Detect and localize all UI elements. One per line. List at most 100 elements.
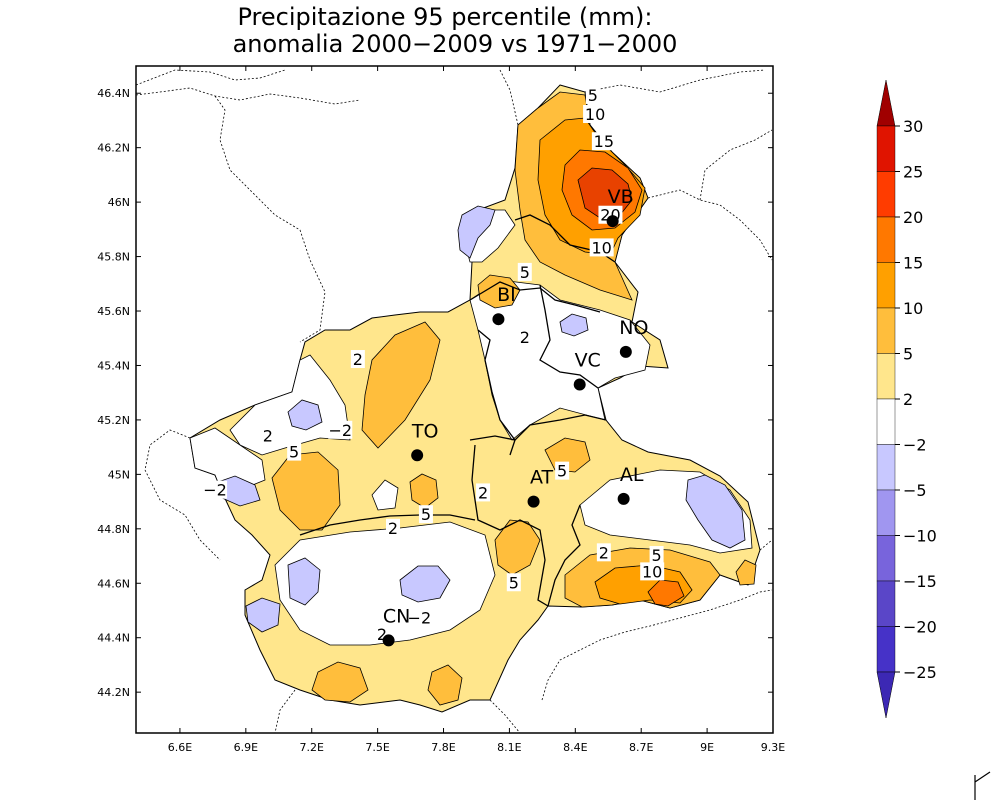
colorbar-bin bbox=[876, 626, 896, 673]
colorbar-label: 5 bbox=[903, 345, 913, 364]
colorbar-bin bbox=[876, 307, 896, 354]
x-tick-label: 7.8E bbox=[431, 741, 455, 754]
contour-label-bg bbox=[203, 480, 228, 499]
contour-label: −2 bbox=[328, 421, 352, 440]
contour-label: 2 bbox=[377, 625, 387, 644]
contour-label: −2 bbox=[408, 609, 432, 628]
colorbar-bin bbox=[876, 216, 896, 263]
y-axis: 46.4N 46.2N 46N 45.8N 45.6N 45.4N 45.2N 45N 44.8… bbox=[97, 87, 773, 699]
neg-patch-west-2 bbox=[287, 557, 321, 606]
colorbar-bin bbox=[876, 535, 896, 582]
contour-label: 2 bbox=[388, 519, 398, 538]
colorbar-label: −20 bbox=[903, 618, 937, 637]
contour-label: 2 bbox=[353, 350, 363, 369]
y-tick-label: 44.6N bbox=[97, 577, 130, 590]
map-area bbox=[136, 66, 773, 733]
neg-patch-nw bbox=[457, 205, 496, 259]
city-markers: VB BI NO VC TO AT AL CN bbox=[382, 186, 648, 647]
colorbar-label: −5 bbox=[903, 481, 927, 500]
colorbar-label: −10 bbox=[903, 527, 937, 546]
title-line-2: anomalia 2000−2009 vs 1971−2000 bbox=[233, 30, 678, 58]
map-frame bbox=[135, 65, 774, 734]
city-label-al: AL bbox=[620, 464, 644, 486]
contour-label-bg bbox=[385, 518, 400, 537]
contour-label-bg bbox=[583, 105, 608, 124]
contour-label-bg bbox=[591, 132, 616, 151]
y-tick-label: 44.4N bbox=[97, 632, 130, 645]
contour-label: 2 bbox=[599, 543, 609, 562]
colorbar-bin bbox=[876, 171, 896, 218]
x-tick-label: 7.2E bbox=[299, 741, 323, 754]
y-tick-label: 46.4N bbox=[97, 87, 130, 100]
band-5-10-south bbox=[311, 661, 369, 703]
contour-label-bg bbox=[517, 262, 532, 281]
contour-label: 15 bbox=[594, 132, 614, 151]
colorbar: 30 25 20 15 10 5 2 −2 −5 −10 −15 −20 −25 bbox=[876, 79, 937, 719]
city-marker-vc bbox=[573, 378, 586, 391]
contour-label-bg bbox=[506, 573, 521, 592]
neg-patch-west bbox=[287, 399, 323, 431]
contour-label: 5 bbox=[557, 462, 567, 481]
contour-label-bg bbox=[287, 442, 302, 461]
contour-label: 2 bbox=[478, 483, 488, 502]
city-marker-at bbox=[527, 495, 540, 508]
city-label-at: AT bbox=[530, 467, 554, 489]
colorbar-bin bbox=[876, 444, 896, 491]
neg-patch-no bbox=[559, 313, 589, 337]
city-label-cn: CN bbox=[383, 605, 410, 627]
city-label-bi: BI bbox=[497, 284, 516, 306]
city-marker-vb bbox=[606, 215, 619, 228]
x-tick-label: 7.5E bbox=[365, 741, 389, 754]
x-tick-label: 6.9E bbox=[234, 741, 258, 754]
colorbar-label: −15 bbox=[903, 572, 937, 591]
contour-label-bg bbox=[596, 543, 611, 562]
city-marker-no bbox=[619, 345, 632, 358]
colorbar-top-arrow bbox=[876, 79, 896, 127]
contour-label: 10 bbox=[585, 105, 605, 124]
neg-patch-east bbox=[685, 474, 746, 549]
x-tick-label: 8.7E bbox=[629, 741, 653, 754]
contour-label: 10 bbox=[591, 238, 611, 257]
y-tick-label: 46N bbox=[108, 196, 130, 209]
band-5-10-to-north bbox=[361, 321, 441, 449]
colorbar-bin bbox=[876, 398, 896, 445]
contour-label: 2 bbox=[263, 426, 273, 445]
contour-label-bg bbox=[555, 461, 570, 480]
contour-label: −2 bbox=[203, 481, 227, 500]
contour-label: 5 bbox=[651, 546, 661, 565]
y-tick-label: 44.8N bbox=[97, 523, 130, 536]
colorbar-bin bbox=[876, 580, 896, 627]
colorbar-label: −2 bbox=[903, 436, 927, 455]
colorbar-label: 30 bbox=[903, 117, 923, 136]
x-tick-label: 8.4E bbox=[563, 741, 587, 754]
contour-label-bg bbox=[260, 426, 275, 445]
neg-patch-sw-2 bbox=[245, 597, 281, 633]
title-line-1: Precipitazione 95 percentile (mm): bbox=[238, 3, 653, 31]
contour-label-bg bbox=[407, 608, 432, 627]
y-tick-label: 45.2N bbox=[97, 414, 130, 427]
contour-label-bg bbox=[585, 85, 600, 104]
contour-label: 2 bbox=[520, 328, 530, 347]
band-5-10-south-2 bbox=[427, 664, 463, 706]
y-tick-label: 44.2N bbox=[97, 686, 130, 699]
country-borders bbox=[136, 69, 773, 733]
neutral-area-cn bbox=[274, 521, 496, 646]
colorbar-label: 15 bbox=[903, 254, 923, 273]
contour-label-bg bbox=[640, 562, 665, 581]
contour-label-bg bbox=[328, 420, 353, 439]
x-tick-label: 8.1E bbox=[497, 741, 521, 754]
contour-label-bg bbox=[649, 546, 664, 565]
colorbar-label: 10 bbox=[903, 299, 923, 318]
y-tick-label: 45.6N bbox=[97, 305, 130, 318]
corner-mark bbox=[974, 771, 991, 800]
contour-label-bg bbox=[418, 505, 433, 524]
contour-label-bg bbox=[350, 350, 365, 369]
band-5-10-to bbox=[409, 473, 439, 509]
y-tick-label: 45N bbox=[108, 468, 130, 481]
colorbar-label: −25 bbox=[903, 663, 937, 682]
city-label-vb: VB bbox=[608, 186, 634, 208]
contour-label: 5 bbox=[289, 443, 299, 462]
y-tick-label: 45.4N bbox=[97, 359, 130, 372]
